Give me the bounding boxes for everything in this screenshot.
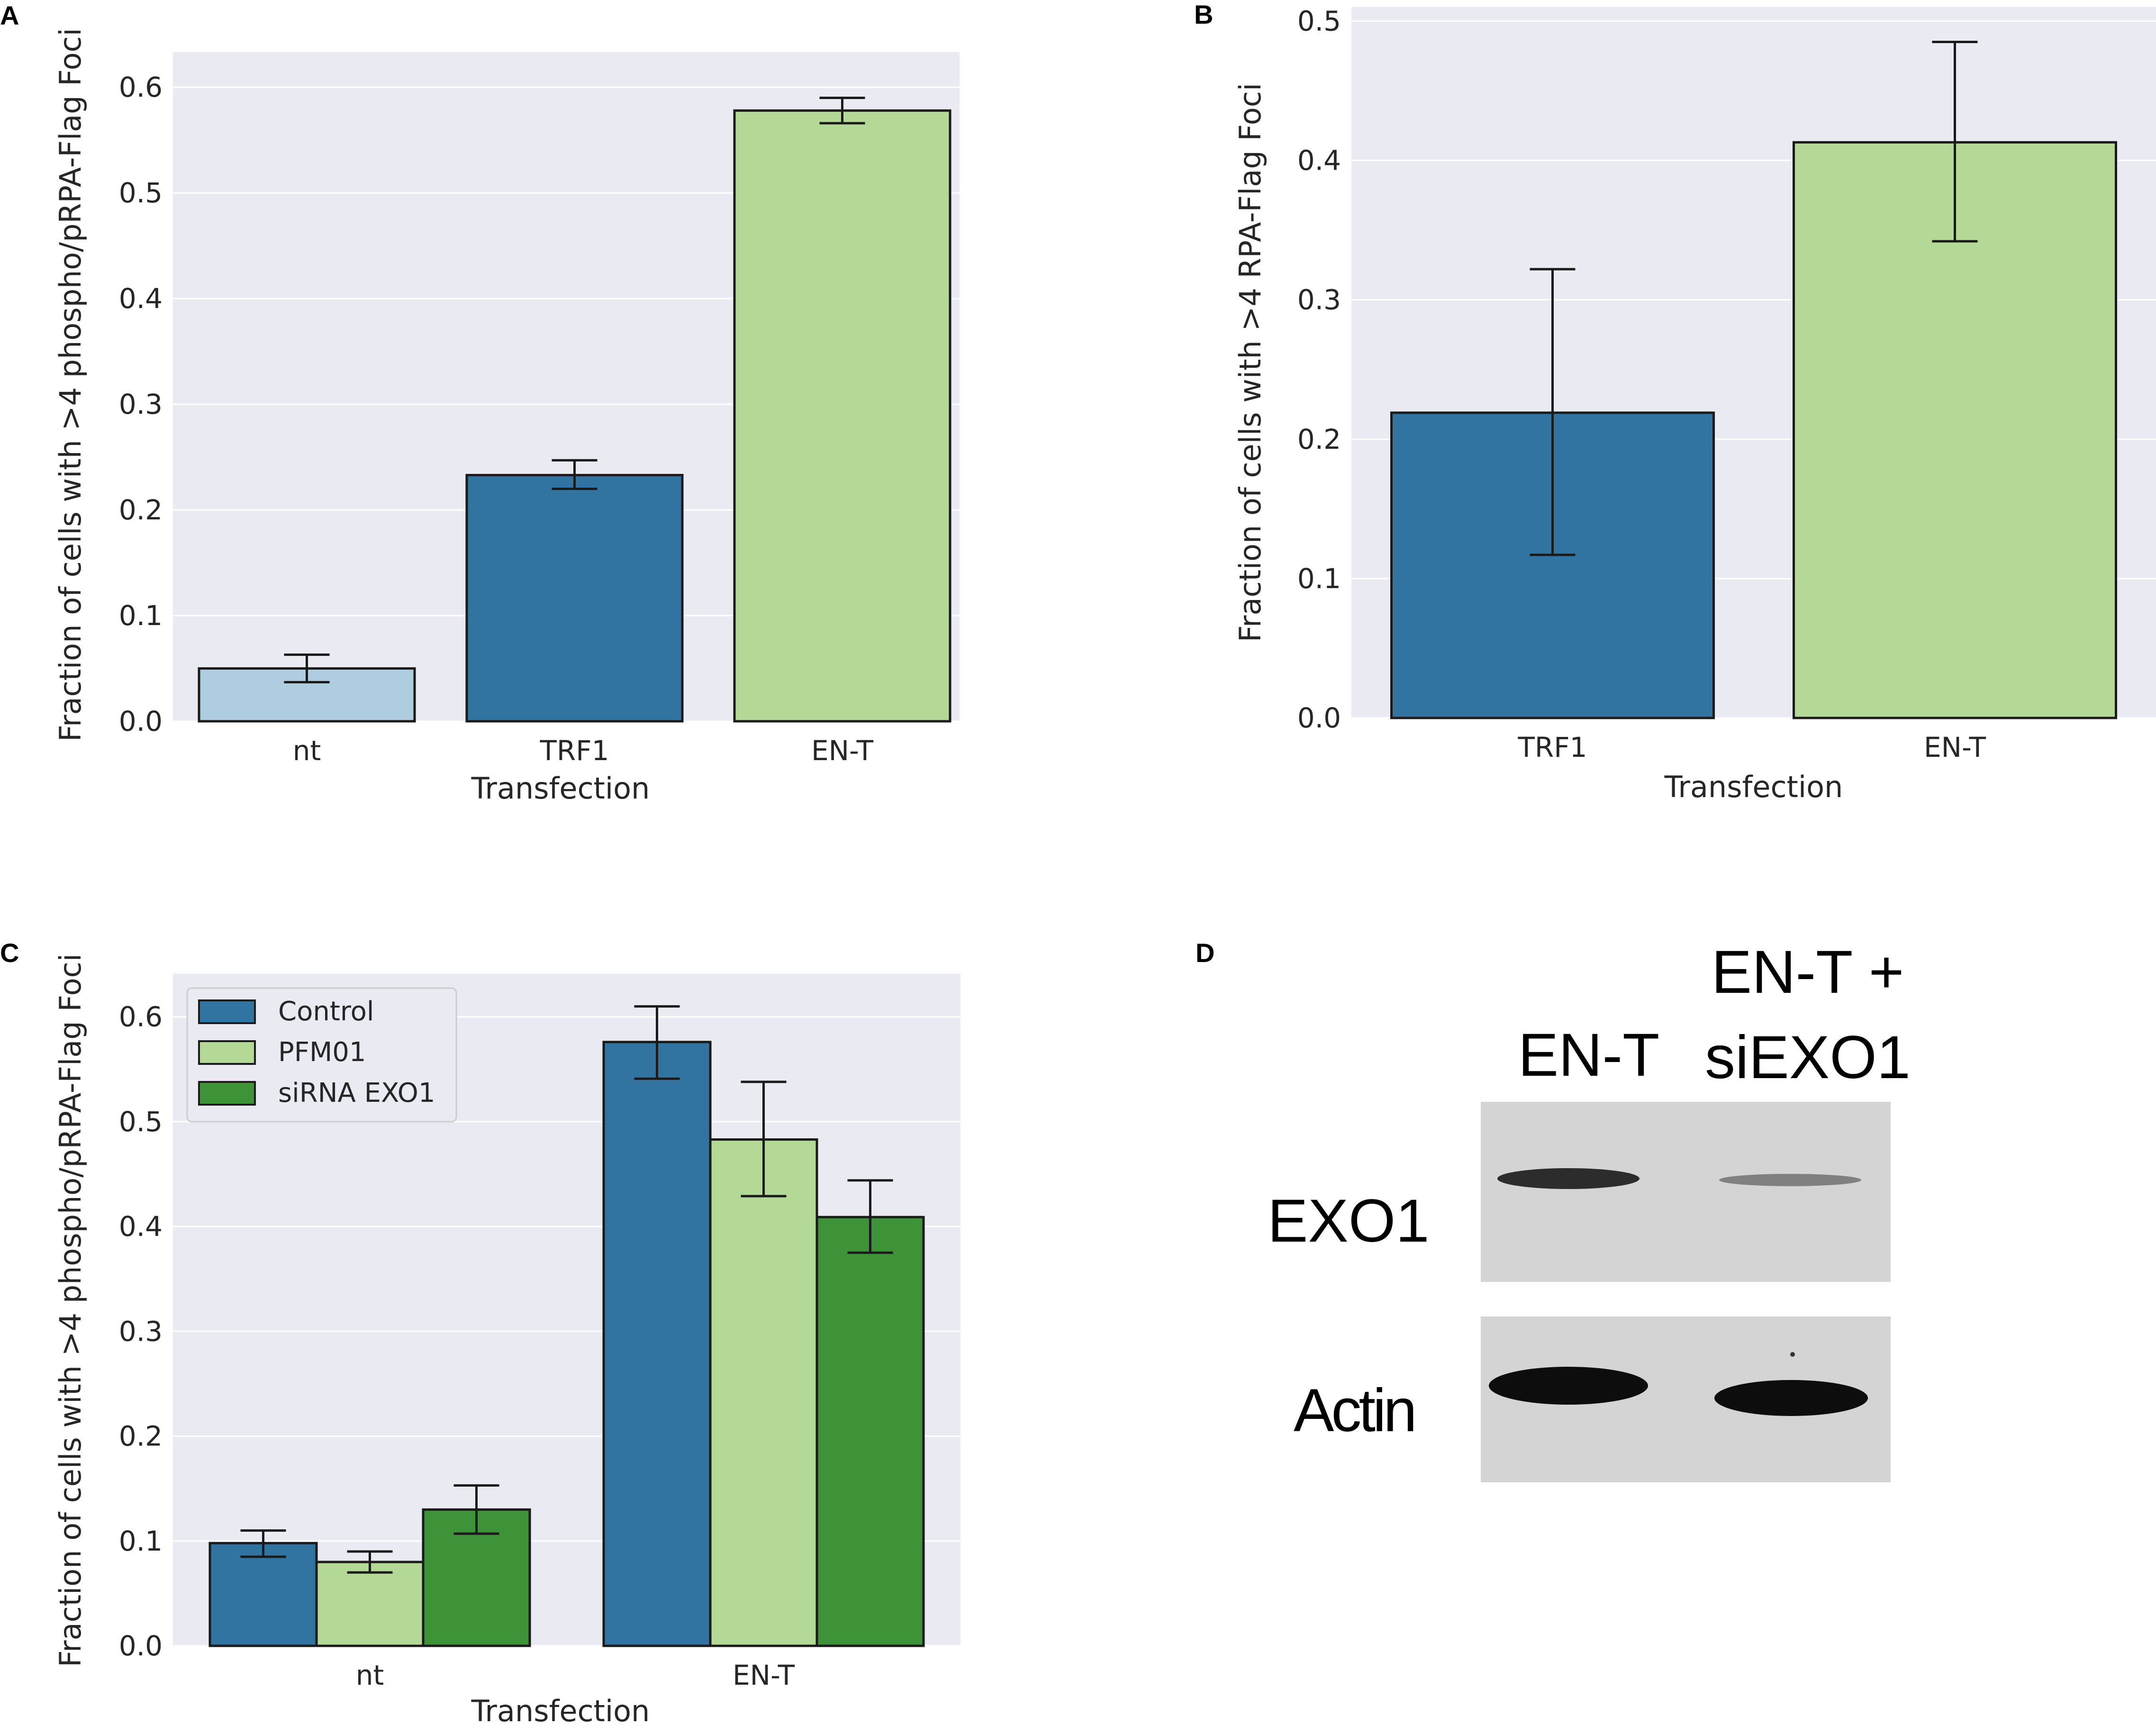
chart-b: 0.0 0.1 0.2 0.3 0.4 0.5 TRF1 EN-T Fraction of c… [1233,5,2156,804]
chart-a-ylabel: Fraction of cells with >4 phospho/pRPA-F… [53,28,88,742]
chart-c: 0.0 0.1 0.2 0.3 0.4 0.5 0.6 nt EN-T Control PFM01… [53,953,960,1725]
chart-c-xtick-en-t: EN-T [733,1659,795,1691]
chart-c-legend-swatch-sirna-exo1 [198,1081,256,1106]
chart-c-ytick-label: 0.2 [119,1420,163,1453]
chart-c-xlabel: Transfection [471,1694,650,1725]
chart-a-marks [198,97,951,723]
chart-c-legend-swatch-pfm01 [198,1040,256,1065]
blot-exo1-membrane [1481,1102,1891,1282]
chart-c-legend-label-pfm01: PFM01 [278,1037,366,1068]
chart-b-xlabel: Transfection [1664,770,1843,804]
chart-a-ytick-label: 0.3 [119,388,163,420]
blot-row-label-exo1: EXO1 [1268,1187,1430,1255]
chart-c-bar-nt-control [208,1542,318,1647]
chart-c-ytick-label: 0.3 [119,1315,163,1347]
chart-c-legend-swatch-control [198,999,256,1024]
western-blot: EN-T EN-T + siEXO1 EXO1 Actin [1268,938,1911,1482]
chart-b-xtick-trf1: TRF1 [1518,731,1587,763]
chart-a-bar-en-t [733,109,951,723]
chart-a-xtick-nt: nt [293,735,321,767]
blot-lane-label-siexo1: siEXO1 [1705,1024,1911,1091]
chart-a-ytick-label: 0.6 [119,71,163,103]
chart-c-bar-en-t-control [602,1041,712,1647]
chart-a-xlabel: Transfection [471,771,650,806]
chart-c-ytick-label: 0.5 [119,1106,163,1138]
chart-c-bar-en-t-sirna-exo1-errorbar [847,1179,893,1254]
chart-c-bar-nt-pfm01-errorbar [347,1550,393,1574]
chart-c-legend: Control PFM01 siRNA EXO1 [186,987,457,1123]
chart-a-bar-trf1 [465,474,684,723]
chart-c-xtick-nt: nt [356,1659,384,1691]
chart-a-ytick-label: 0.4 [119,282,163,315]
chart-a-ytick-label: 0.1 [119,599,163,632]
chart-c-ylabel: Fraction of cells with >4 phospho/pRPA-F… [53,953,88,1667]
blot-lane-label-ent: EN-T [1518,1021,1660,1089]
chart-a-ytick-label: 0.2 [119,494,163,526]
chart-a-ytick-label: 0.0 [119,705,163,737]
blot-band-actin-siexo1 [1714,1380,1868,1416]
chart-b-ytick-label: 0.2 [1297,423,1341,455]
blot-speck [1790,1352,1795,1357]
chart-c-ytick-label: 0.6 [119,1001,163,1033]
chart-c-legend-label-sirna-exo1: siRNA EXO1 [278,1078,435,1108]
chart-c-bar-en-t-pfm01-errorbar [741,1080,787,1198]
chart-a-xtick-en-t: EN-T [811,735,874,767]
chart-a-ytick-label: 0.5 [119,177,163,209]
chart-c-ticks: 0.0 0.1 0.2 0.3 0.4 0.5 0.6 nt EN-T [119,1001,795,1691]
panel-letter-a: A [0,0,19,30]
chart-b-ytick-label: 0.3 [1297,284,1341,316]
chart-b-bar-trf1-errorbar [1530,268,1576,556]
panel-letter-b: B [1194,0,1213,29]
chart-b-ytick-label: 0.5 [1297,5,1341,37]
chart-c-ytick-label: 0.0 [119,1630,163,1662]
chart-c-legend-label-control: Control [278,996,374,1027]
chart-c-bar-en-t-sirna-exo1 [815,1216,925,1647]
chart-a-bar-en-t-errorbar [819,97,865,125]
chart-b-xtick-en-t: EN-T [1924,731,1986,763]
chart-b-bar-en-t-errorbar [1932,41,1978,243]
chart-a-bar-nt-errorbar [284,654,330,684]
chart-c-ytick-label: 0.1 [119,1525,163,1557]
chart-b-marks [1390,41,2117,719]
chart-a-ticks: 0.0 0.1 0.2 0.3 0.4 0.5 0.6 nt TRF1 EN-T [119,71,874,767]
chart-a: 0.0 0.1 0.2 0.3 0.4 0.5 0.6 nt TRF1 EN-T Fraction… [53,28,960,806]
blot-lane-label-ent-plus: EN-T + [1712,938,1904,1006]
chart-c-ytick-label: 0.4 [119,1210,163,1243]
panel-letter-d: D [1196,938,1214,968]
chart-a-xtick-trf1: TRF1 [540,735,609,767]
chart-b-ytick-label: 0.1 [1297,563,1341,595]
panel-letter-c: C [0,938,19,968]
blot-row-label-actin: Actin [1294,1377,1414,1444]
blot-band-exo1-siexo1 [1719,1174,1861,1186]
chart-c-bar-en-t-control-errorbar [634,1005,680,1080]
chart-b-ytick-label: 0.4 [1297,145,1341,177]
chart-c-bar-nt-sirna-exo1-errorbar [453,1484,499,1535]
chart-b-ylabel: Fraction of cells with >4 RPA-Flag Foci [1233,83,1268,642]
blot-band-actin-ent [1489,1367,1648,1405]
chart-b-ytick-label: 0.0 [1297,702,1341,734]
chart-c-marks [208,1005,925,1647]
chart-a-bar-trf1-errorbar [552,459,598,490]
chart-c-bar-nt-control-errorbar [240,1529,286,1558]
chart-c-bar-en-t-pfm01 [709,1138,818,1647]
chart-b-ticks: 0.0 0.1 0.2 0.3 0.4 0.5 TRF1 EN-T [1297,5,1986,763]
chart-c-bar-nt-pfm01 [315,1561,425,1647]
blot-band-exo1-ent [1497,1168,1640,1189]
